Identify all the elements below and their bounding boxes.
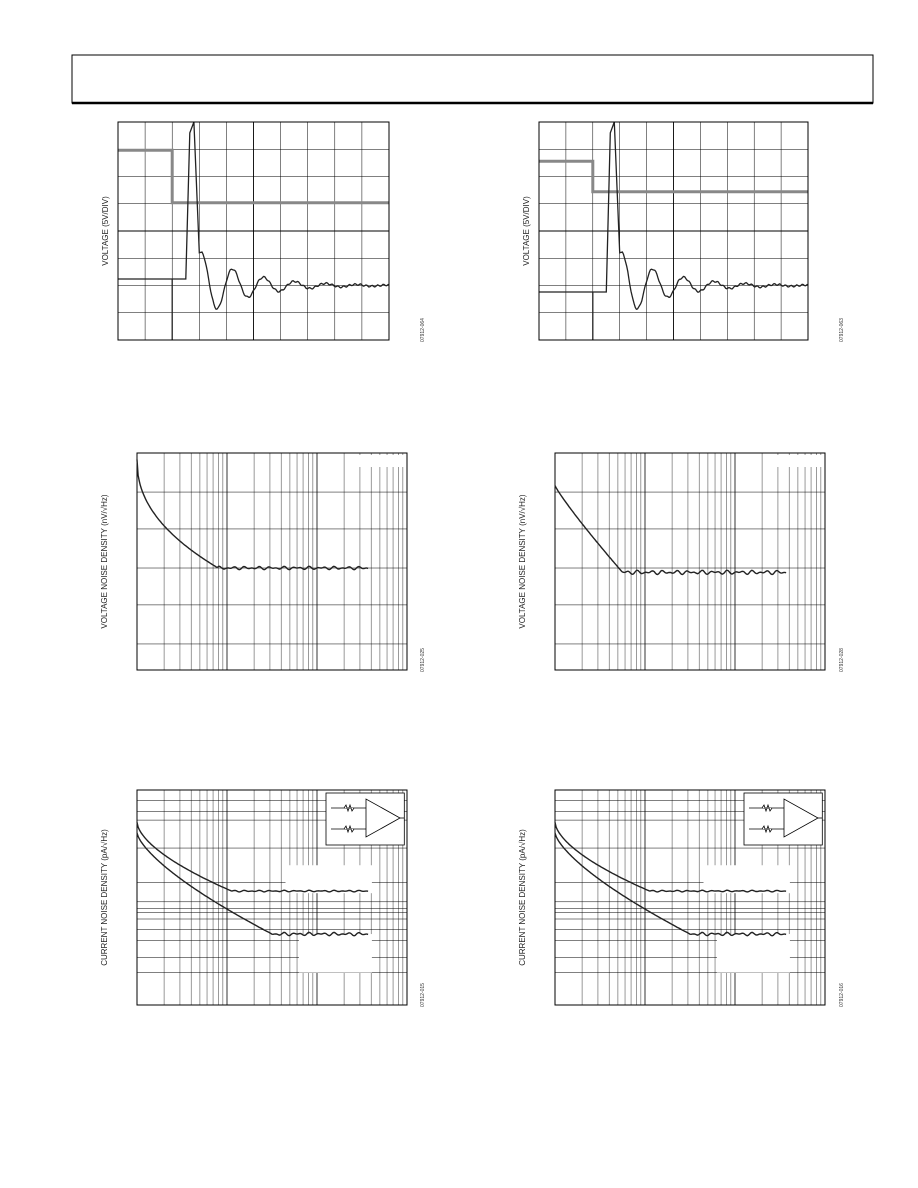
frame [117,121,390,341]
legend-blank [299,934,372,973]
y-axis-label: VOLTAGE (5V/DIV) [522,196,531,266]
op-amp [783,798,819,838]
legend-blank [703,865,790,894]
noise-curve [554,832,787,937]
noise-curve [554,822,787,893]
resistor [761,824,773,834]
inset-box [325,792,405,846]
y-axis-label: CURRENT NOISE DENSITY (pA/√Hz) [518,829,527,966]
legend-blank [771,455,823,467]
input-step [118,148,389,205]
noise-curve [554,485,787,576]
noise-curve [136,832,369,937]
legend-blank [353,455,405,467]
figure-code: 07912-025 [420,648,426,672]
legend-blank [717,934,790,973]
resistor [343,803,355,813]
output-trace [539,121,808,340]
y-axis-label: VOLTAGE (5V/DIV) [101,196,110,266]
y-axis-label: CURRENT NOISE DENSITY (pA/√Hz) [100,829,109,966]
resistor [343,824,355,834]
y-axis-label: VOLTAGE NOISE DENSITY (nV/√Hz) [518,494,527,629]
header-box [71,54,874,104]
figure-code: 07912-028 [839,648,845,672]
frame [136,452,408,671]
inset-box [743,792,823,846]
noise-curve [136,822,369,893]
frame [538,121,809,341]
noise-curve [136,459,369,571]
figure-code: 07912-063 [839,318,845,342]
frame [554,452,826,671]
frame [136,789,408,1006]
output-trace [118,121,389,340]
input-step [539,159,808,194]
y-axis-label: VOLTAGE NOISE DENSITY (nV/√Hz) [100,494,109,629]
frame [554,789,826,1006]
figure-code: 07912-015 [420,983,426,1007]
legend-blank [285,865,372,894]
figure-code: 07912-016 [839,983,845,1007]
resistor [761,803,773,813]
figure-code: 07912-064 [420,318,426,342]
op-amp [365,798,401,838]
